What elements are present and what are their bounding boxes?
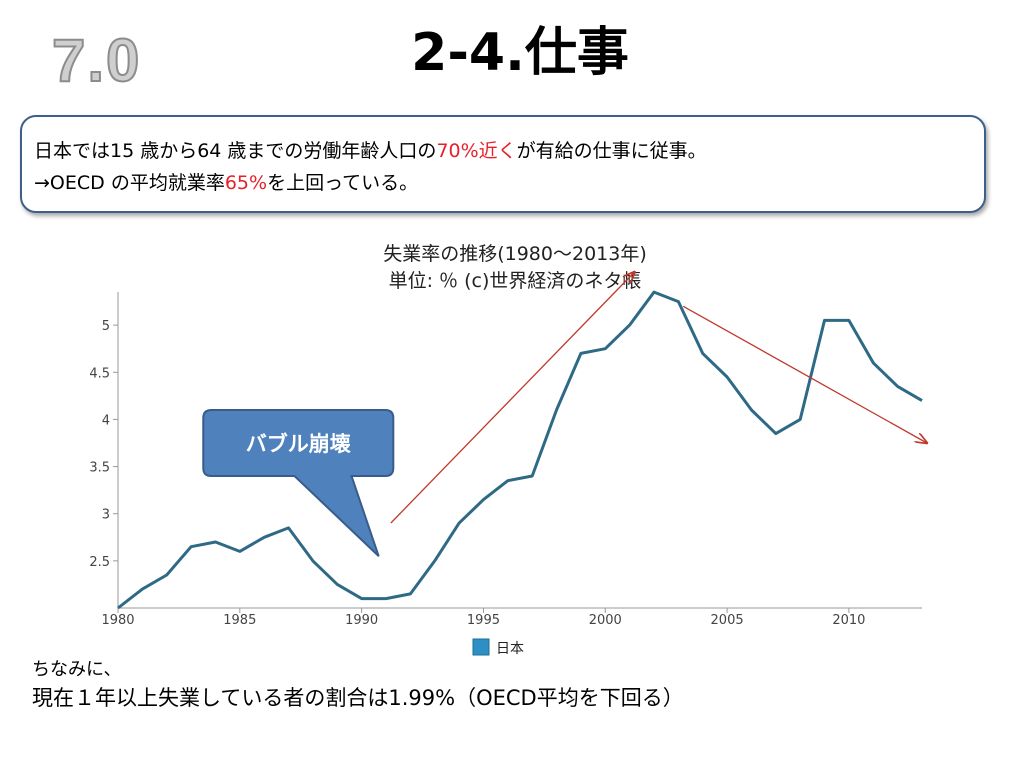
page-title: 2-4.仕事 <box>411 23 629 83</box>
chart-area: 失業率の推移(1980～2013年) 単位: ％ (c)世界経済のネタ帳 2.5… <box>90 232 936 662</box>
bubble-collapse-callout <box>202 409 395 557</box>
summary-text: →OECD の平均就業率 <box>34 172 225 194</box>
y-tick-label: 3.5 <box>90 461 110 476</box>
x-tick-label: 1995 <box>467 613 500 628</box>
legend-swatch-japan <box>472 638 490 656</box>
footer-note: ちなみに、 現在１年以上失業している者の割合は1.99%（OECD平均を下回る） <box>32 656 684 712</box>
summary-text: を上回っている。 <box>267 172 419 194</box>
rise-arrow <box>390 272 635 524</box>
highlight-text: 70%近く <box>436 140 517 162</box>
x-tick-label: 2010 <box>832 613 865 628</box>
chart-axes: 2.5 3 3.5 4 4.5 5 1980 1985 1990 1995 2000 2005 2010 <box>90 292 922 628</box>
chart-title: 失業率の推移(1980～2013年) <box>383 243 647 265</box>
summary-line-2: →OECD の平均就業率65%を上回っている。 <box>34 167 984 199</box>
y-tick-label: 4.5 <box>90 366 110 381</box>
legend-label-japan: 日本 <box>496 641 524 657</box>
highlight-text: 65% <box>224 172 268 194</box>
chart-subtitle: 単位: ％ (c)世界経済のネタ帳 <box>389 270 642 292</box>
footer-line-2: 現在１年以上失業している者の割合は1.99%（OECD平均を下回る） <box>32 686 684 710</box>
callout-label: バブル崩壊 <box>246 432 351 456</box>
x-tick-label: 2005 <box>711 613 744 628</box>
x-tick-label: 2000 <box>589 613 622 628</box>
x-tick-label: 1985 <box>223 613 256 628</box>
summary-line-1: 日本では15 歳から64 歳までの労働年齢人口の70%近くが有給の仕事に従事。 <box>34 135 984 167</box>
y-tick-label: 4 <box>102 413 110 428</box>
fall-arrow <box>682 305 927 443</box>
series-line-japan <box>117 290 923 610</box>
summary-text: 日本では15 歳から64 歳までの労働年齢人口の <box>34 140 437 162</box>
x-tick-label: 1990 <box>345 613 378 628</box>
y-tick-label: 2.5 <box>90 555 110 570</box>
x-tick-label: 1980 <box>101 613 134 628</box>
summary-text: が有給の仕事に従事。 <box>516 140 707 162</box>
footer-line-1: ちなみに、 <box>32 659 122 680</box>
y-tick-label: 3 <box>102 508 110 523</box>
unemployment-chart: 失業率の推移(1980～2013年) 単位: ％ (c)世界経済のネタ帳 2.5… <box>90 243 936 657</box>
chart-legend: 日本 <box>472 638 524 657</box>
summary-box: 日本では15 歳から64 歳までの労働年齢人口の70%近くが有給の仕事に従事。 … <box>20 115 986 213</box>
y-tick-label: 5 <box>102 319 110 334</box>
chart-annotations: バブル崩壊 <box>202 272 927 557</box>
version-number: 7.0 <box>51 26 142 95</box>
chart-series <box>117 290 923 610</box>
